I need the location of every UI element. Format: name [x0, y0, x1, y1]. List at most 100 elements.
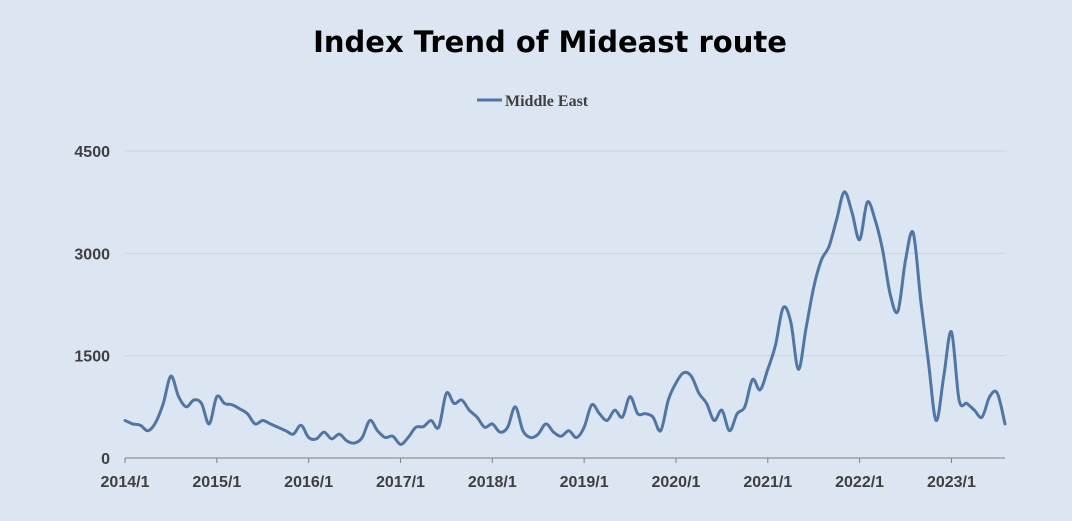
data-point [223, 402, 226, 405]
data-point [368, 419, 372, 422]
legend: Middle East [477, 93, 589, 110]
y-axis-ticks: 0 1500 3000 4500 [74, 144, 110, 468]
data-point [521, 429, 525, 432]
data-point [475, 415, 479, 419]
data-point [452, 402, 456, 405]
data-point [537, 432, 540, 436]
data-point [307, 436, 310, 439]
data-point [376, 429, 379, 432]
data-point [980, 415, 984, 419]
data-point [835, 218, 838, 221]
data-point [889, 293, 892, 296]
data-point [843, 190, 846, 194]
data-point [758, 388, 762, 391]
data-point [912, 231, 915, 235]
data-point [315, 437, 318, 441]
x-tick-label: 2016/1 [284, 474, 333, 491]
series-line-0 [123, 190, 1007, 446]
data-point [728, 429, 731, 432]
data-point [598, 412, 601, 415]
data-point [261, 419, 264, 422]
legend-label: Middle East [505, 93, 589, 110]
x-axis-ticks: 2014/1 2015/1 2016/1 2017/1 2018/1 2019/1 2020… [101, 474, 976, 491]
data-point [292, 432, 295, 436]
data-point [345, 439, 349, 443]
data-point [873, 218, 877, 221]
data-point [965, 402, 968, 405]
data-point [590, 403, 593, 406]
data-point [766, 368, 769, 371]
data-point [575, 436, 578, 439]
y-tick-label: 3000 [74, 246, 110, 263]
data-point [123, 419, 127, 422]
data-point [651, 415, 655, 419]
data-point [628, 395, 632, 398]
data-point [667, 398, 670, 402]
data-point [720, 409, 724, 412]
y-tick-label: 1500 [74, 349, 110, 366]
data-point [322, 430, 326, 434]
x-tick-label: 2023/1 [927, 474, 976, 491]
data-point [169, 374, 173, 378]
data-point [866, 201, 869, 204]
series-group [123, 190, 1007, 446]
data-point [827, 245, 831, 248]
x-axis [124, 457, 1005, 463]
data-point [705, 402, 708, 405]
gridlines [125, 150, 1005, 357]
data-point [299, 424, 303, 427]
x-tick-label: 2015/1 [192, 474, 241, 491]
data-point [498, 430, 502, 434]
data-point [674, 381, 678, 385]
data-point [246, 412, 249, 415]
data-point [942, 374, 945, 378]
data-point [682, 371, 685, 374]
data-point [154, 421, 157, 424]
data-point [514, 405, 517, 408]
data-point [713, 419, 716, 422]
data-point [422, 425, 425, 428]
data-point [881, 248, 884, 252]
data-point [567, 429, 570, 432]
data-point [276, 426, 280, 429]
data-point [529, 436, 532, 439]
data-point [483, 426, 486, 429]
data-point [797, 368, 800, 371]
x-tick-label: 2019/1 [560, 474, 609, 491]
data-point [988, 395, 991, 398]
data-point [736, 412, 739, 415]
data-point [238, 407, 241, 411]
data-point [804, 327, 808, 330]
data-point [789, 320, 792, 323]
data-point [996, 392, 999, 395]
data-point [927, 361, 930, 364]
data-point [338, 432, 341, 436]
x-tick-label: 2020/1 [651, 474, 700, 491]
y-tick-label: 4500 [74, 144, 110, 161]
data-point [391, 435, 394, 438]
data-point [858, 238, 861, 241]
data-point [697, 392, 701, 395]
data-point [429, 419, 433, 422]
data-point [445, 392, 448, 395]
data-point [613, 409, 616, 412]
x-tick-label: 2014/1 [101, 474, 150, 491]
data-point [973, 409, 976, 412]
data-point [185, 405, 188, 408]
data-point [399, 443, 402, 446]
data-point [605, 419, 609, 422]
data-point [743, 405, 746, 408]
data-point [146, 429, 150, 432]
data-point [406, 436, 410, 439]
data-point [636, 412, 639, 415]
data-point [896, 310, 900, 313]
data-point [560, 435, 563, 438]
data-point [361, 436, 364, 439]
data-point [192, 398, 196, 402]
data-point [468, 409, 471, 412]
data-point [353, 441, 356, 445]
data-point [506, 426, 509, 429]
data-point [544, 422, 548, 426]
data-point [850, 211, 854, 214]
